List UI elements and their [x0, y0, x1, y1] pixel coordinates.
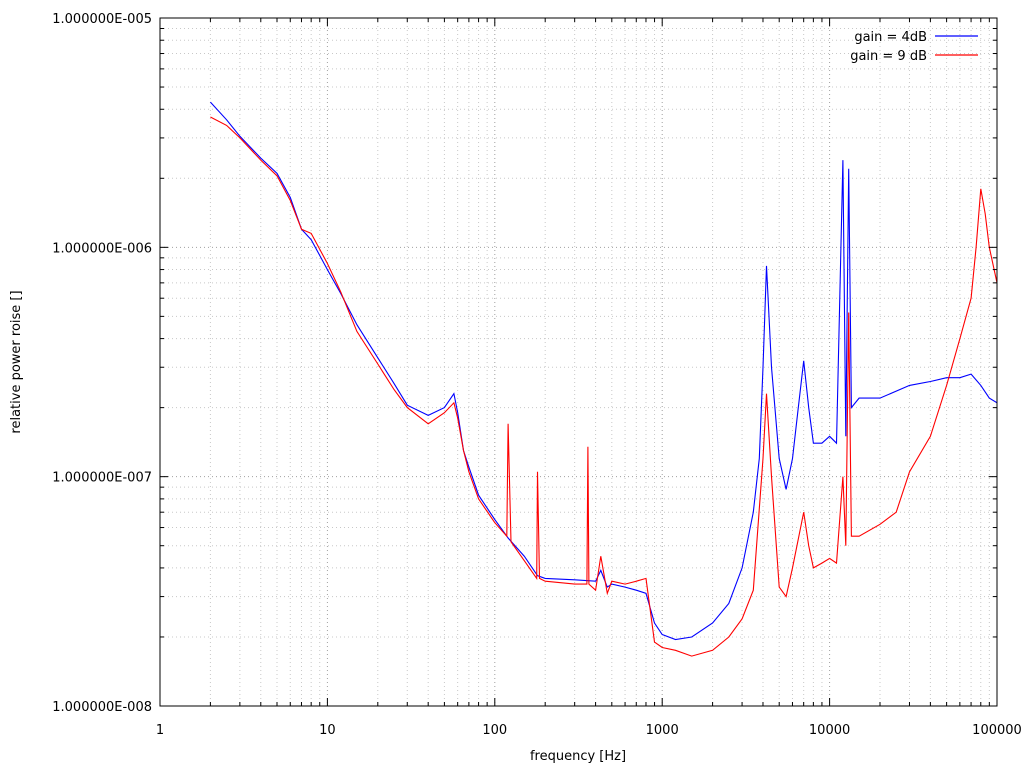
plot-area — [209, 101, 997, 657]
axis-ticks — [159, 18, 997, 707]
legend: gain = 4dB gain = 9 dB — [850, 30, 978, 64]
x-tick-label: 100 — [482, 723, 507, 738]
x-tick-label: 1 — [156, 723, 164, 738]
series-line-1 — [209, 101, 997, 641]
x-tick-label: 1000 — [646, 723, 679, 738]
x-tick-label: 10000 — [809, 723, 850, 738]
y-tick-label: 1.000000E-007 — [52, 471, 152, 486]
legend-label: gain = 4dB — [854, 30, 927, 45]
y-tick-labels: 1.000000E-008 1.000000E-007 1.000000E-006 1… — [52, 12, 152, 715]
x-axis-label: frequency [Hz] — [530, 749, 626, 764]
y-tick-label: 1.000000E-008 — [52, 700, 152, 715]
legend-label: gain = 9 dB — [850, 49, 927, 64]
x-tick-label: 10 — [319, 723, 336, 738]
y-tick-label: 1.000000E-006 — [52, 241, 152, 256]
plot-frame — [159, 17, 998, 707]
x-tick-label: 100000 — [972, 723, 1022, 738]
y-tick-label: 1.000000E-005 — [52, 12, 152, 27]
x-tick-labels: 1 10 100 1000 10000 100000 — [156, 723, 1022, 738]
series-line-2 — [210, 116, 997, 657]
y-axis-label: relative power roise [] — [9, 290, 24, 433]
